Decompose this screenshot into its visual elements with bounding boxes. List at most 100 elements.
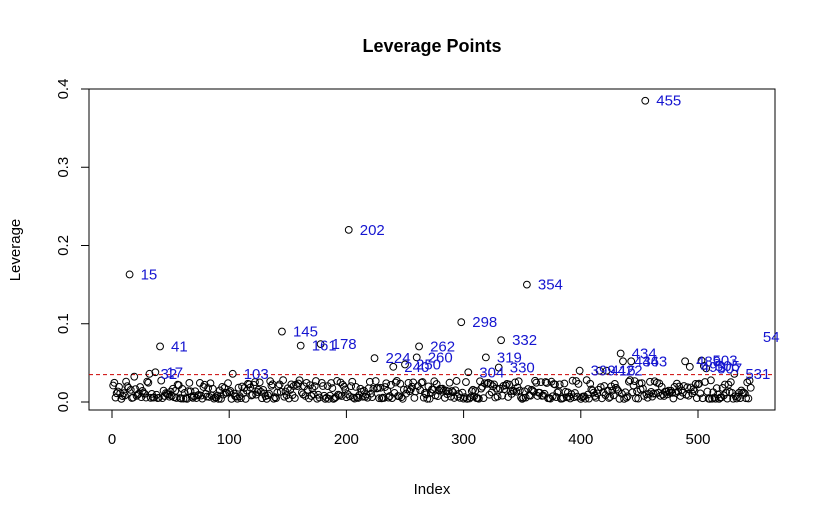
data-point — [199, 383, 208, 391]
data-point — [126, 385, 135, 394]
data-point — [592, 393, 600, 402]
y-axis: 0.0 0.1 0.2 0.3 0.4 — [55, 79, 90, 412]
data-point — [116, 389, 125, 398]
data-point — [224, 379, 232, 388]
data-point — [272, 394, 280, 403]
point-label: 531 — [745, 366, 770, 383]
data-point — [458, 388, 467, 397]
data-point — [746, 383, 755, 392]
data-point — [470, 392, 479, 401]
point-label: 505 — [715, 358, 740, 375]
data-point — [459, 394, 468, 403]
data-point — [308, 384, 317, 393]
data-point — [688, 389, 697, 398]
data-point — [305, 394, 313, 403]
data-point — [593, 389, 602, 398]
data-point — [387, 381, 395, 389]
point-label: 455 — [656, 93, 681, 110]
data-point — [514, 377, 523, 386]
data-point — [743, 378, 752, 387]
highlighted-point — [278, 327, 286, 336]
highlighted-point — [575, 366, 584, 375]
data-point — [217, 394, 225, 403]
data-point — [232, 392, 241, 401]
highlighted-point — [457, 318, 466, 327]
data-point — [391, 378, 400, 387]
data-point — [241, 394, 250, 403]
highlighted-point — [415, 342, 423, 351]
data-point — [586, 379, 595, 388]
data-point — [333, 377, 341, 385]
point-label: 260 — [428, 349, 453, 366]
data-point — [735, 388, 743, 397]
data-point — [418, 378, 427, 386]
point-label: 161 — [312, 338, 337, 355]
highlighted-point — [602, 366, 611, 375]
point-label: 145 — [293, 324, 318, 341]
data-point — [382, 379, 391, 388]
data-point — [674, 387, 682, 396]
data-point — [596, 383, 605, 392]
point-label: 298 — [472, 314, 497, 331]
point-label: 416 — [611, 363, 636, 380]
data-point — [265, 389, 273, 398]
data-point — [247, 391, 256, 400]
data-point — [177, 394, 186, 403]
data-point — [649, 389, 658, 398]
data-point — [665, 388, 674, 397]
data-point — [328, 384, 337, 392]
data-point — [143, 377, 152, 386]
data-point — [398, 394, 407, 403]
data-point — [511, 378, 520, 387]
data-point — [144, 378, 153, 387]
data-point — [290, 394, 299, 402]
data-point — [338, 380, 347, 389]
data-point — [507, 390, 516, 398]
highlighted-point — [481, 353, 490, 362]
data-point — [347, 382, 355, 391]
point-label: 330 — [510, 360, 535, 377]
data-point — [479, 394, 488, 403]
data-point — [405, 387, 414, 396]
data-point — [498, 391, 507, 400]
data-point — [518, 394, 527, 403]
highlighted-point — [228, 369, 237, 378]
highlighted-point — [641, 96, 650, 105]
point-label: 434 — [632, 345, 657, 362]
point-label: 103 — [244, 366, 269, 383]
point-label: 224 — [386, 350, 411, 367]
data-point — [493, 392, 502, 401]
data-point — [433, 392, 442, 401]
point-label: 422 — [618, 363, 643, 380]
x-axis-label: Index — [414, 481, 451, 498]
point-label: 32 — [161, 366, 178, 383]
point-label: 443 — [642, 353, 667, 370]
data-point — [560, 379, 569, 388]
data-point — [255, 378, 264, 387]
data-point — [452, 377, 461, 385]
data-point — [626, 376, 634, 385]
x-tick-label: 500 — [685, 431, 710, 448]
point-label: 202 — [360, 222, 385, 239]
x-tick-label: 400 — [568, 431, 593, 448]
data-point — [537, 378, 545, 387]
point-label: 507 — [717, 360, 742, 377]
data-point — [541, 378, 550, 386]
y-axis-label: Leverage — [7, 219, 24, 282]
point-label: 332 — [512, 332, 537, 349]
data-point — [113, 387, 122, 396]
data-point — [139, 389, 148, 397]
data-point — [371, 377, 380, 385]
data-point — [581, 394, 590, 403]
data-point — [744, 394, 753, 403]
highlighted-point — [616, 349, 625, 358]
data-point — [449, 388, 457, 397]
data-point — [376, 383, 385, 392]
data-point — [551, 380, 559, 389]
highlighted-point — [497, 336, 506, 345]
highlighted-point — [522, 280, 531, 289]
highlighted-point — [344, 225, 353, 234]
data-point — [569, 393, 578, 402]
